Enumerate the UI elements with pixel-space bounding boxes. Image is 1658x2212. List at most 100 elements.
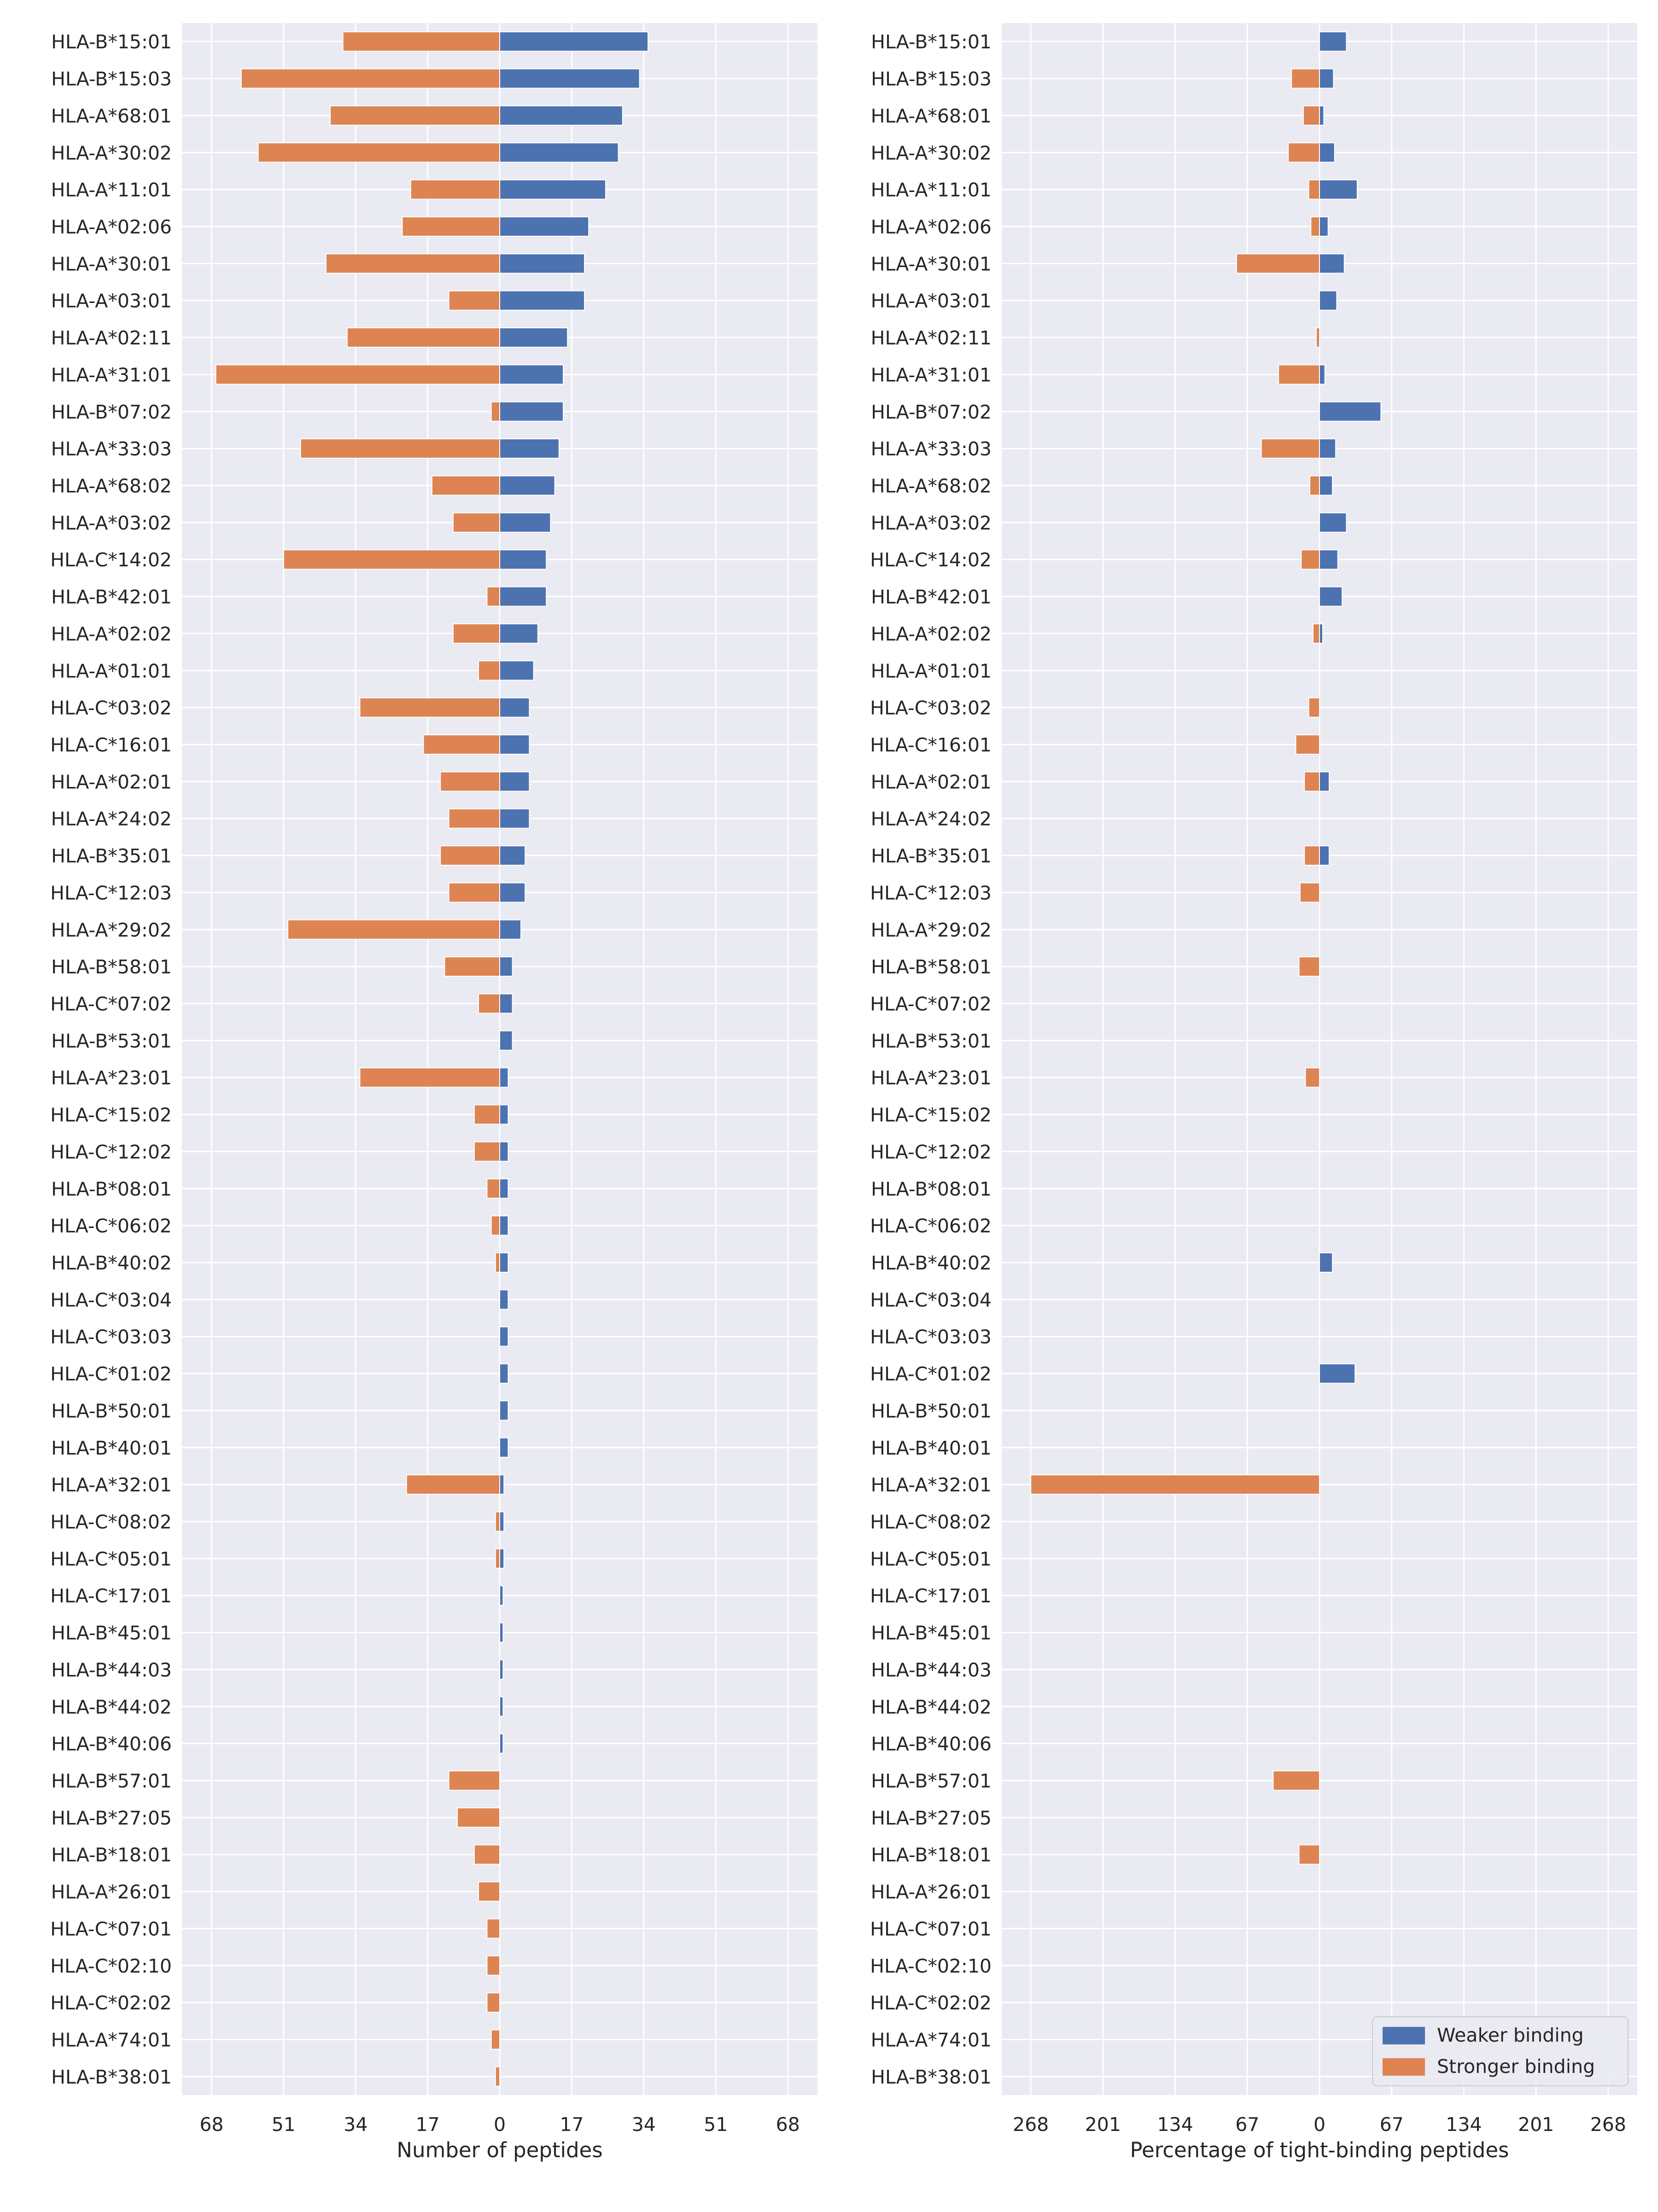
weaker-binding-bar [1319, 401, 1382, 422]
stronger-binding-bar [1304, 845, 1320, 866]
category-label: HLA-B*53:01 [871, 1030, 992, 1052]
weaker-binding-bar [499, 1622, 504, 1643]
weaker-binding-bar [499, 475, 555, 496]
stronger-binding-bar [478, 660, 500, 681]
weaker-binding-bar [499, 1141, 509, 1162]
stronger-binding-bar [1291, 68, 1320, 89]
category-label: HLA-C*07:01 [870, 1918, 992, 1940]
weaker-binding-bar [499, 549, 547, 570]
weaker-binding-bar [1319, 179, 1358, 200]
category-label: HLA-C*06:02 [870, 1215, 992, 1237]
category-label: HLA-C*02:10 [50, 1955, 172, 1977]
category-label: HLA-A*23:01 [871, 1067, 992, 1089]
x-tick-label: 201 [1518, 2113, 1554, 2136]
category-label: HLA-A*02:11 [871, 327, 992, 349]
category-label: HLA-B*35:01 [51, 845, 172, 867]
category-label: HLA-A*03:01 [51, 290, 172, 312]
legend-swatch-weaker [1383, 2027, 1425, 2044]
category-label: HLA-B*07:02 [871, 401, 992, 423]
category-label: HLA-B*40:06 [871, 1733, 992, 1755]
category-label: HLA-A*31:01 [871, 364, 992, 386]
x-tick-label: 67 [1380, 2113, 1404, 2136]
stronger-binding-bar [473, 1844, 501, 1865]
weaker-binding-bar [499, 68, 640, 89]
weaker-binding-bar [499, 1215, 509, 1236]
stronger-binding-bar [1278, 364, 1320, 385]
category-label: HLA-B*40:01 [871, 1437, 992, 1459]
weaker-binding-bar [499, 1252, 509, 1273]
stronger-binding-bar [1295, 734, 1320, 755]
stronger-binding-bar [444, 956, 501, 977]
category-label: HLA-C*03:03 [50, 1326, 172, 1348]
x-tick-label: 0 [1314, 2113, 1325, 2136]
stronger-binding-bar [215, 364, 501, 385]
x-tick-label: 67 [1235, 2113, 1259, 2136]
category-label: HLA-A*02:06 [51, 216, 172, 238]
weaker-binding-bar [499, 586, 547, 607]
stronger-binding-bar [478, 1881, 500, 1902]
stronger-binding-bar [431, 475, 500, 496]
category-label: HLA-A*02:11 [51, 327, 172, 349]
stronger-binding-bar [1315, 327, 1320, 348]
weaker-binding-bar [499, 1548, 505, 1569]
category-label: HLA-C*16:01 [50, 734, 172, 756]
stronger-binding-bar [359, 697, 501, 718]
weaker-binding-bar [499, 1511, 505, 1532]
stronger-binding-bar [1304, 771, 1320, 792]
x-tick-label: 68 [776, 2113, 800, 2136]
stronger-binding-bar [402, 216, 501, 237]
category-label: HLA-B*38:01 [51, 2066, 172, 2088]
category-label: HLA-B*44:03 [871, 1659, 992, 1681]
weaker-binding-bar [499, 993, 513, 1014]
category-label: HLA-A*02:06 [871, 216, 992, 238]
stronger-binding-bar [486, 1955, 501, 1976]
stronger-binding-bar [448, 808, 500, 829]
category-label: HLA-C*14:02 [50, 549, 172, 571]
category-label: HLA-A*03:01 [871, 290, 992, 312]
weaker-binding-bar [1319, 1363, 1356, 1384]
stronger-binding-bar [473, 1141, 501, 1162]
stronger-binding-bar [1305, 1067, 1320, 1088]
x-tick-label: 268 [1013, 2113, 1049, 2136]
category-label: HLA-A*68:02 [871, 475, 992, 497]
category-label: HLA-A*02:02 [871, 623, 992, 645]
category-label: HLA-A*32:01 [871, 1474, 992, 1496]
stronger-binding-bar [1308, 179, 1320, 200]
stronger-binding-bar [1302, 105, 1320, 126]
stronger-binding-bar [490, 401, 500, 422]
category-label: HLA-A*01:01 [51, 660, 172, 682]
category-label: HLA-C*08:02 [50, 1511, 172, 1533]
category-label: HLA-C*03:02 [870, 697, 992, 719]
weaker-binding-bar [499, 105, 623, 126]
weaker-binding-bar [499, 1178, 509, 1199]
category-label: HLA-B*50:01 [51, 1400, 172, 1422]
category-label: HLA-A*29:02 [871, 919, 992, 941]
weaker-binding-bar [499, 1326, 509, 1347]
weaker-binding-bar [1319, 623, 1324, 644]
stronger-binding-bar [1236, 253, 1320, 274]
stronger-binding-bar [486, 586, 501, 607]
category-label: HLA-C*07:02 [870, 993, 992, 1015]
stronger-binding-bar [283, 549, 500, 570]
stronger-binding-bar [1261, 438, 1320, 459]
category-label: HLA-A*33:03 [51, 438, 172, 460]
category-label: HLA-C*03:03 [870, 1326, 992, 1348]
category-label: HLA-C*06:02 [50, 1215, 172, 1237]
stronger-binding-bar [342, 31, 500, 52]
category-label: HLA-A*32:01 [51, 1474, 172, 1496]
category-label: HLA-A*01:01 [871, 660, 992, 682]
category-label: HLA-A*30:01 [51, 253, 172, 275]
weaker-binding-bar [499, 512, 551, 533]
stronger-binding-bar [410, 179, 500, 200]
stronger-binding-bar [325, 253, 500, 274]
stronger-binding-bar [1301, 549, 1320, 570]
category-label: HLA-B*42:01 [51, 586, 172, 608]
weaker-binding-bar [499, 734, 530, 755]
category-label: HLA-C*03:04 [50, 1289, 172, 1311]
category-label: HLA-B*27:05 [51, 1807, 172, 1829]
weaker-binding-bar [499, 31, 648, 52]
category-label: HLA-B*07:02 [51, 401, 172, 423]
x-tick-label: 134 [1157, 2113, 1193, 2136]
stronger-binding-bar [448, 882, 500, 903]
category-label: HLA-C*15:02 [870, 1104, 992, 1126]
